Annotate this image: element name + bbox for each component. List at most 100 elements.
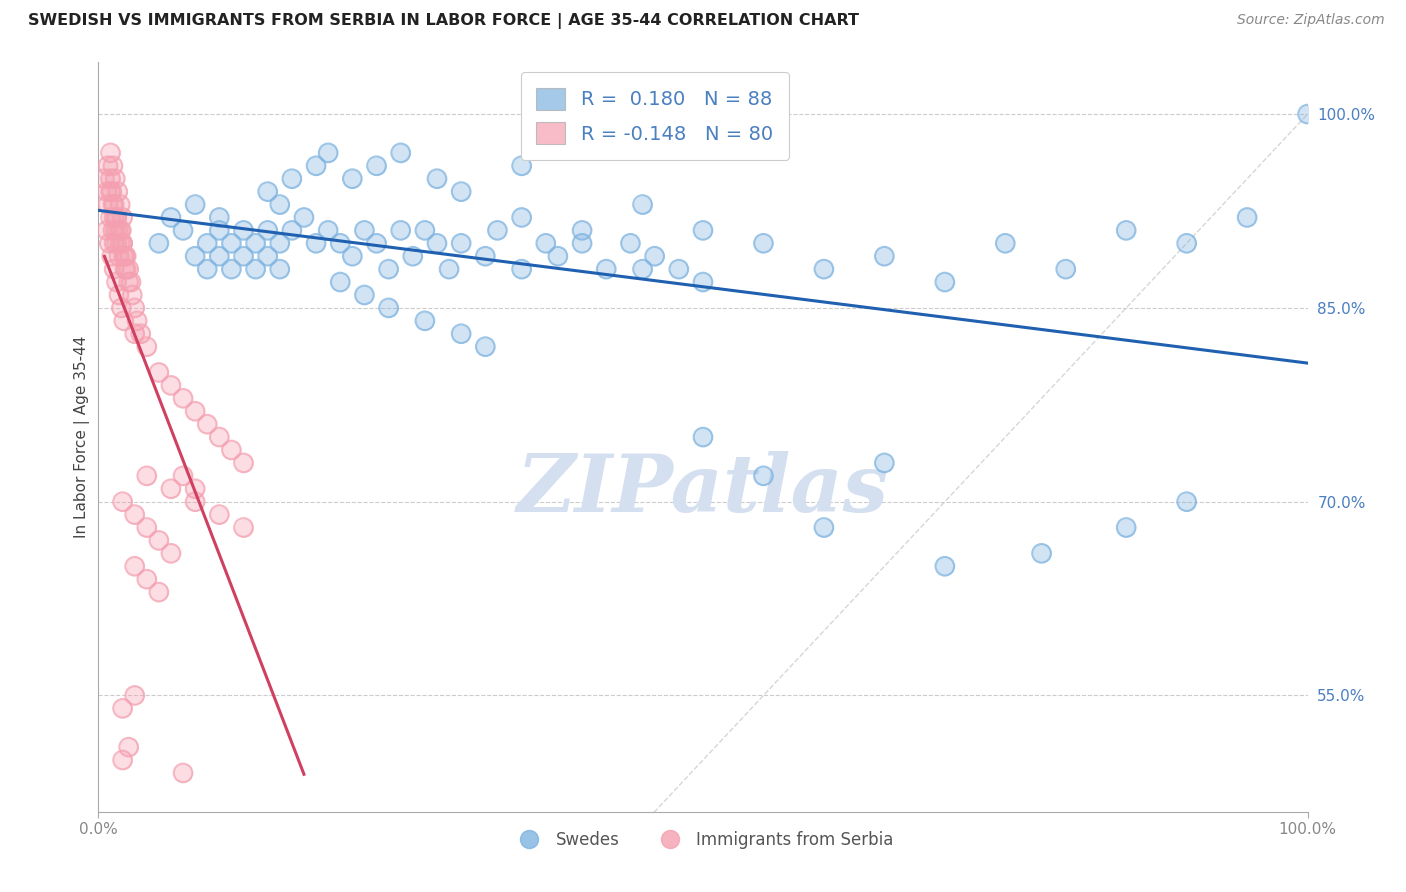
Point bbox=[631, 197, 654, 211]
Point bbox=[184, 482, 207, 496]
Point bbox=[148, 236, 170, 251]
Point bbox=[111, 494, 134, 508]
Point bbox=[353, 223, 375, 237]
Point bbox=[631, 262, 654, 277]
Point bbox=[450, 326, 472, 341]
Point bbox=[305, 236, 328, 251]
Point bbox=[97, 197, 120, 211]
Point bbox=[873, 456, 896, 470]
Point bbox=[389, 145, 412, 160]
Point bbox=[107, 185, 129, 199]
Point bbox=[873, 249, 896, 263]
Point bbox=[474, 340, 496, 354]
Point bbox=[437, 262, 460, 277]
Point bbox=[98, 236, 121, 251]
Point bbox=[232, 456, 254, 470]
Point bbox=[595, 262, 617, 277]
Point bbox=[184, 249, 207, 263]
Point bbox=[101, 223, 124, 237]
Point bbox=[752, 468, 775, 483]
Point bbox=[124, 689, 146, 703]
Point bbox=[1296, 107, 1319, 121]
Point bbox=[256, 185, 278, 199]
Point bbox=[108, 197, 131, 211]
Point bbox=[1175, 236, 1198, 251]
Point bbox=[108, 288, 131, 302]
Point bbox=[281, 171, 304, 186]
Point bbox=[534, 236, 557, 251]
Point bbox=[934, 275, 956, 289]
Point bbox=[377, 262, 399, 277]
Point bbox=[120, 275, 142, 289]
Point bbox=[813, 262, 835, 277]
Point bbox=[100, 211, 122, 225]
Point bbox=[195, 236, 218, 251]
Point bbox=[160, 211, 183, 225]
Point bbox=[124, 689, 146, 703]
Point bbox=[160, 211, 183, 225]
Point bbox=[148, 366, 170, 380]
Point bbox=[135, 520, 157, 534]
Point bbox=[281, 223, 304, 237]
Point bbox=[103, 211, 125, 225]
Point bbox=[595, 262, 617, 277]
Point bbox=[571, 223, 593, 237]
Point bbox=[118, 740, 141, 755]
Point bbox=[184, 249, 207, 263]
Point bbox=[101, 159, 124, 173]
Point bbox=[104, 223, 127, 237]
Point bbox=[426, 171, 449, 186]
Point bbox=[994, 236, 1017, 251]
Point bbox=[111, 701, 134, 715]
Point bbox=[256, 249, 278, 263]
Point bbox=[413, 223, 436, 237]
Point bbox=[103, 236, 125, 251]
Point bbox=[184, 197, 207, 211]
Point bbox=[184, 404, 207, 418]
Point bbox=[172, 766, 194, 780]
Point bbox=[101, 197, 124, 211]
Point bbox=[105, 236, 128, 251]
Point bbox=[366, 236, 388, 251]
Point bbox=[135, 572, 157, 586]
Point bbox=[114, 262, 136, 277]
Point bbox=[129, 326, 152, 341]
Point bbox=[377, 301, 399, 315]
Point bbox=[101, 159, 124, 173]
Point bbox=[281, 171, 304, 186]
Point bbox=[366, 236, 388, 251]
Point bbox=[110, 223, 132, 237]
Point bbox=[110, 223, 132, 237]
Point bbox=[111, 753, 134, 767]
Point bbox=[510, 262, 533, 277]
Point bbox=[148, 236, 170, 251]
Point bbox=[934, 559, 956, 574]
Point bbox=[111, 236, 134, 251]
Point bbox=[93, 171, 115, 186]
Point bbox=[107, 223, 129, 237]
Point bbox=[510, 211, 533, 225]
Point bbox=[292, 211, 315, 225]
Point bbox=[124, 508, 146, 522]
Point bbox=[96, 223, 118, 237]
Point bbox=[111, 494, 134, 508]
Point bbox=[172, 468, 194, 483]
Point bbox=[184, 197, 207, 211]
Point bbox=[148, 533, 170, 548]
Point bbox=[100, 145, 122, 160]
Point bbox=[115, 262, 138, 277]
Point bbox=[305, 159, 328, 173]
Point bbox=[281, 223, 304, 237]
Point bbox=[105, 275, 128, 289]
Point bbox=[124, 301, 146, 315]
Point bbox=[127, 314, 149, 328]
Point bbox=[108, 288, 131, 302]
Point bbox=[571, 236, 593, 251]
Point bbox=[256, 249, 278, 263]
Point bbox=[692, 223, 714, 237]
Point bbox=[269, 262, 291, 277]
Point bbox=[1115, 223, 1137, 237]
Point bbox=[342, 171, 364, 186]
Point bbox=[1031, 546, 1053, 560]
Point bbox=[813, 262, 835, 277]
